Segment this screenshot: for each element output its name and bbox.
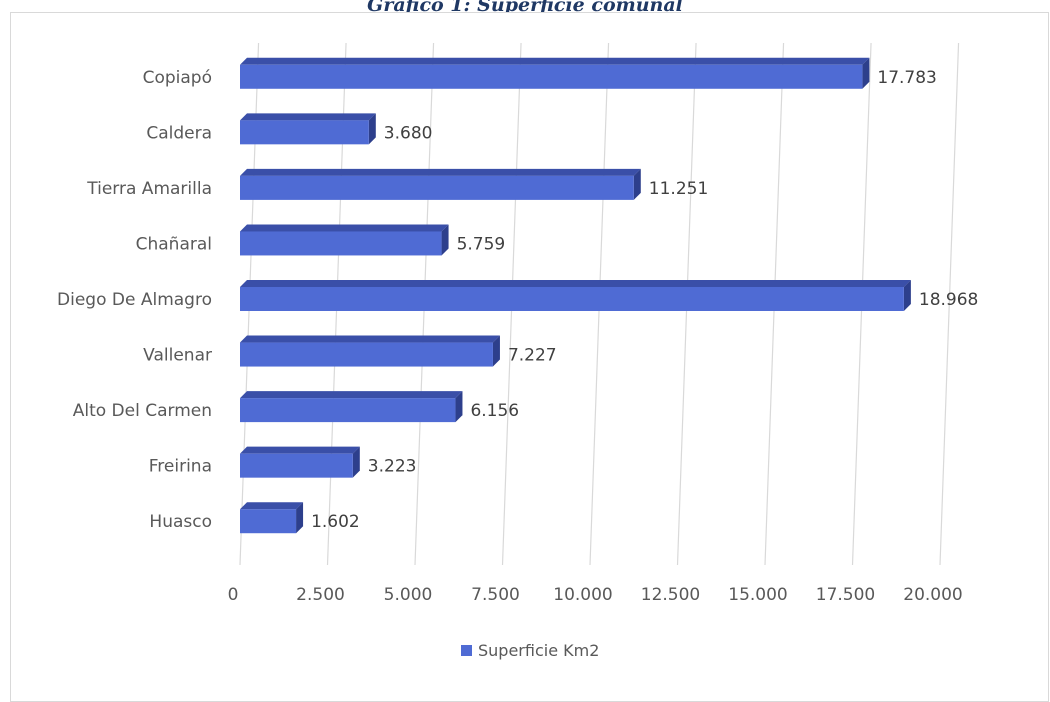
category-label: Chañaral [136, 234, 212, 254]
bar-side [368, 113, 376, 145]
category-label: Vallenar [143, 346, 212, 366]
bar [240, 231, 442, 256]
bar-side [455, 391, 463, 423]
category-label: Diego De Almagro [57, 290, 212, 310]
bar [240, 342, 493, 367]
category-label: Copiapó [143, 68, 212, 88]
bar-side [296, 502, 304, 534]
category-label: Freirina [149, 457, 212, 477]
bar-top [240, 391, 463, 399]
data-label: 7.227 [508, 346, 557, 366]
x-tick-label: 2.500 [296, 585, 345, 605]
bar [240, 64, 863, 89]
x-tick-label: 10.000 [553, 585, 612, 605]
legend-swatch [461, 645, 472, 656]
bar [240, 509, 297, 534]
data-label: 11.251 [649, 179, 708, 199]
data-label: 17.783 [877, 68, 936, 88]
bar-top [240, 280, 911, 287]
bar-top [240, 446, 360, 454]
category-label: Huasco [149, 512, 212, 532]
category-label: Alto Del Carmen [73, 401, 212, 421]
bar-side [903, 280, 911, 311]
x-tick-label: 7.500 [471, 585, 520, 605]
x-tick-label: 15.000 [728, 585, 787, 605]
x-tick-label: 12.500 [641, 585, 700, 605]
bar [240, 120, 369, 145]
data-label: 3.223 [368, 457, 417, 477]
bar-side [492, 335, 500, 367]
x-tick-label: 20.000 [903, 585, 962, 605]
data-label: 1.602 [311, 512, 360, 532]
legend-label: Superficie Km2 [478, 641, 599, 660]
data-label: 6.156 [470, 401, 519, 421]
bar-side [862, 57, 870, 89]
bar-top [240, 57, 870, 65]
category-label: Caldera [146, 123, 212, 143]
data-label: 18.968 [919, 290, 978, 310]
x-tick-label: 5.000 [384, 585, 433, 605]
bar-side [352, 446, 360, 478]
x-tick-label: 17.500 [816, 585, 875, 605]
x-tick-label: 0 [228, 585, 239, 605]
bar-top [240, 335, 500, 343]
bar-top [240, 502, 304, 510]
bar-chart: 0 2.500 5.000 7.500 10.000 12.500 15.000 17.500… [57, 42, 978, 660]
category-label: Tierra Amarilla [86, 179, 212, 199]
bar-side [633, 168, 641, 200]
bar-top [240, 224, 449, 232]
bar [240, 287, 904, 311]
bar [240, 175, 634, 200]
gridline [939, 42, 960, 566]
chart-frame [10, 12, 1049, 702]
data-label: 5.759 [457, 234, 506, 254]
bar-side [441, 224, 449, 256]
bar [240, 398, 456, 423]
bar-top [240, 113, 376, 121]
data-label: 3.680 [384, 123, 433, 143]
bar-top [240, 168, 641, 176]
bar [240, 453, 353, 478]
